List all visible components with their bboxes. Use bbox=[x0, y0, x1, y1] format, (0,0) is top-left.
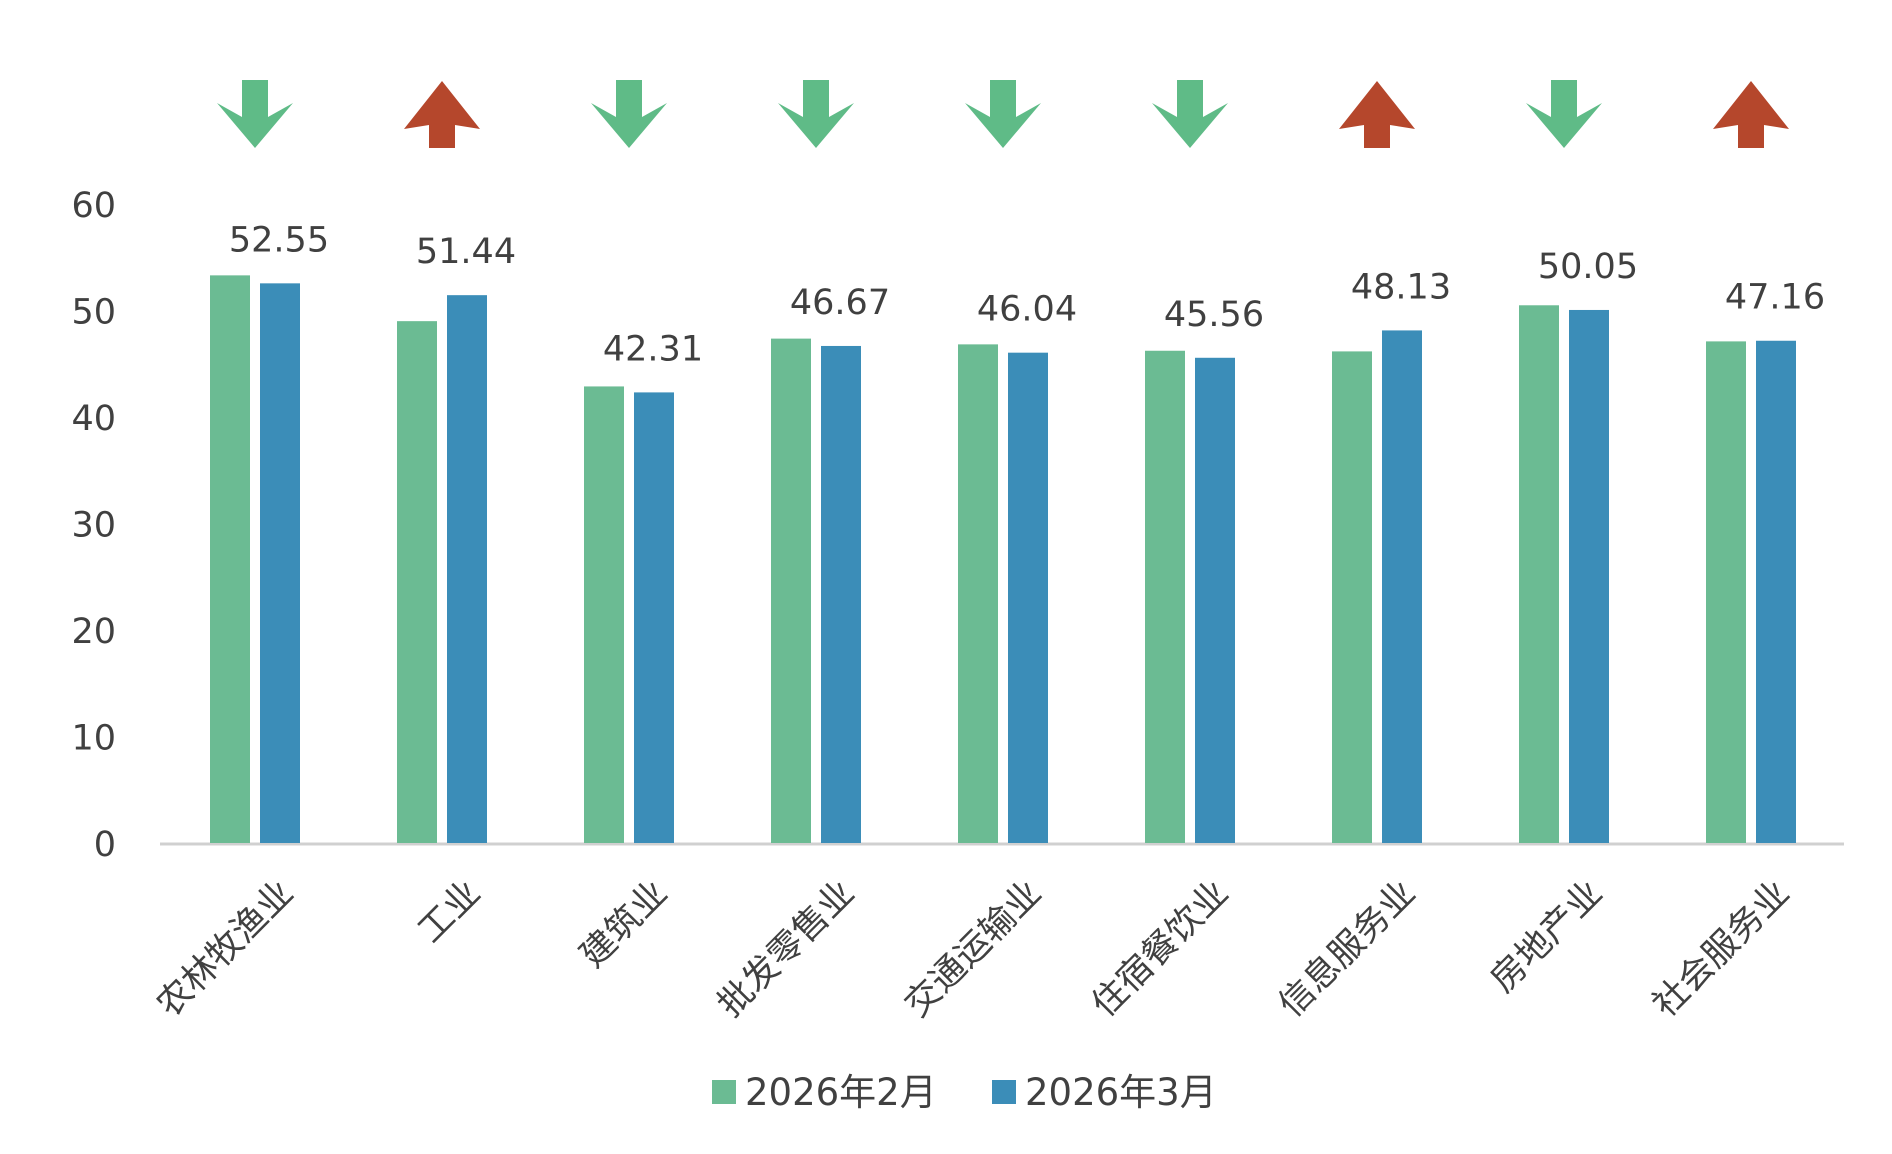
category-label: 社会服务业 bbox=[1645, 873, 1797, 1025]
category-label: 房地产业 bbox=[1483, 873, 1610, 1000]
bar-feb bbox=[1706, 341, 1746, 843]
y-tick-label: 50 bbox=[71, 293, 116, 333]
arrow-up-icon bbox=[1339, 81, 1415, 148]
legend-swatch-1 bbox=[992, 1080, 1016, 1104]
category-label: 批发零售业 bbox=[710, 873, 862, 1025]
bar-mar bbox=[634, 392, 674, 843]
arrow-down-icon bbox=[778, 80, 854, 148]
bar-feb bbox=[397, 321, 437, 843]
arrow-down-icon bbox=[965, 80, 1041, 148]
bar-mar bbox=[260, 283, 300, 843]
category-label: 信息服务业 bbox=[1271, 873, 1423, 1025]
bar-feb bbox=[1519, 305, 1559, 843]
bar-feb bbox=[958, 344, 998, 843]
category-label: 交通运输业 bbox=[897, 873, 1049, 1025]
data-label: 46.04 bbox=[977, 290, 1077, 330]
arrow-up-icon bbox=[404, 81, 480, 148]
data-label: 45.56 bbox=[1164, 295, 1264, 335]
bar-mar bbox=[1382, 330, 1422, 843]
y-tick-label: 60 bbox=[71, 186, 116, 226]
arrow-down-icon bbox=[591, 80, 667, 148]
bar-feb bbox=[584, 386, 624, 843]
bar-feb bbox=[1145, 350, 1185, 843]
bar-mar bbox=[447, 295, 487, 843]
data-label: 46.67 bbox=[790, 283, 890, 323]
bar-feb bbox=[771, 338, 811, 843]
data-label: 48.13 bbox=[1351, 267, 1451, 307]
legend-label: 2026年3月 bbox=[1025, 1071, 1217, 1114]
bar-mar bbox=[1195, 357, 1235, 843]
data-label: 51.44 bbox=[416, 232, 516, 272]
arrow-down-icon bbox=[1152, 80, 1228, 148]
arrow-down-icon bbox=[1526, 80, 1602, 148]
arrow-up-icon bbox=[1713, 81, 1789, 148]
category-label: 住宿餐饮业 bbox=[1084, 873, 1236, 1025]
y-tick-label: 10 bbox=[71, 719, 116, 759]
bar-mar bbox=[821, 345, 861, 843]
data-label: 42.31 bbox=[603, 329, 703, 369]
legend-swatch-0 bbox=[712, 1080, 736, 1104]
data-label: 52.55 bbox=[229, 220, 329, 260]
bar-mar bbox=[1569, 309, 1609, 843]
category-label: 建筑业 bbox=[573, 873, 676, 976]
bar-feb bbox=[1332, 351, 1372, 843]
category-label: 农林牧渔业 bbox=[149, 873, 301, 1025]
y-tick-label: 20 bbox=[71, 612, 116, 652]
bar-mar bbox=[1756, 340, 1796, 843]
legend-label: 2026年2月 bbox=[745, 1071, 937, 1114]
category-label: 工业 bbox=[411, 873, 489, 951]
y-tick-label: 30 bbox=[71, 506, 116, 546]
data-label: 50.05 bbox=[1538, 247, 1638, 287]
y-tick-label: 40 bbox=[71, 399, 116, 439]
y-tick-label: 0 bbox=[94, 825, 116, 865]
bar-mar bbox=[1008, 352, 1048, 843]
data-label: 47.16 bbox=[1725, 278, 1825, 318]
arrow-down-icon bbox=[217, 80, 293, 148]
bar-feb bbox=[210, 275, 250, 844]
